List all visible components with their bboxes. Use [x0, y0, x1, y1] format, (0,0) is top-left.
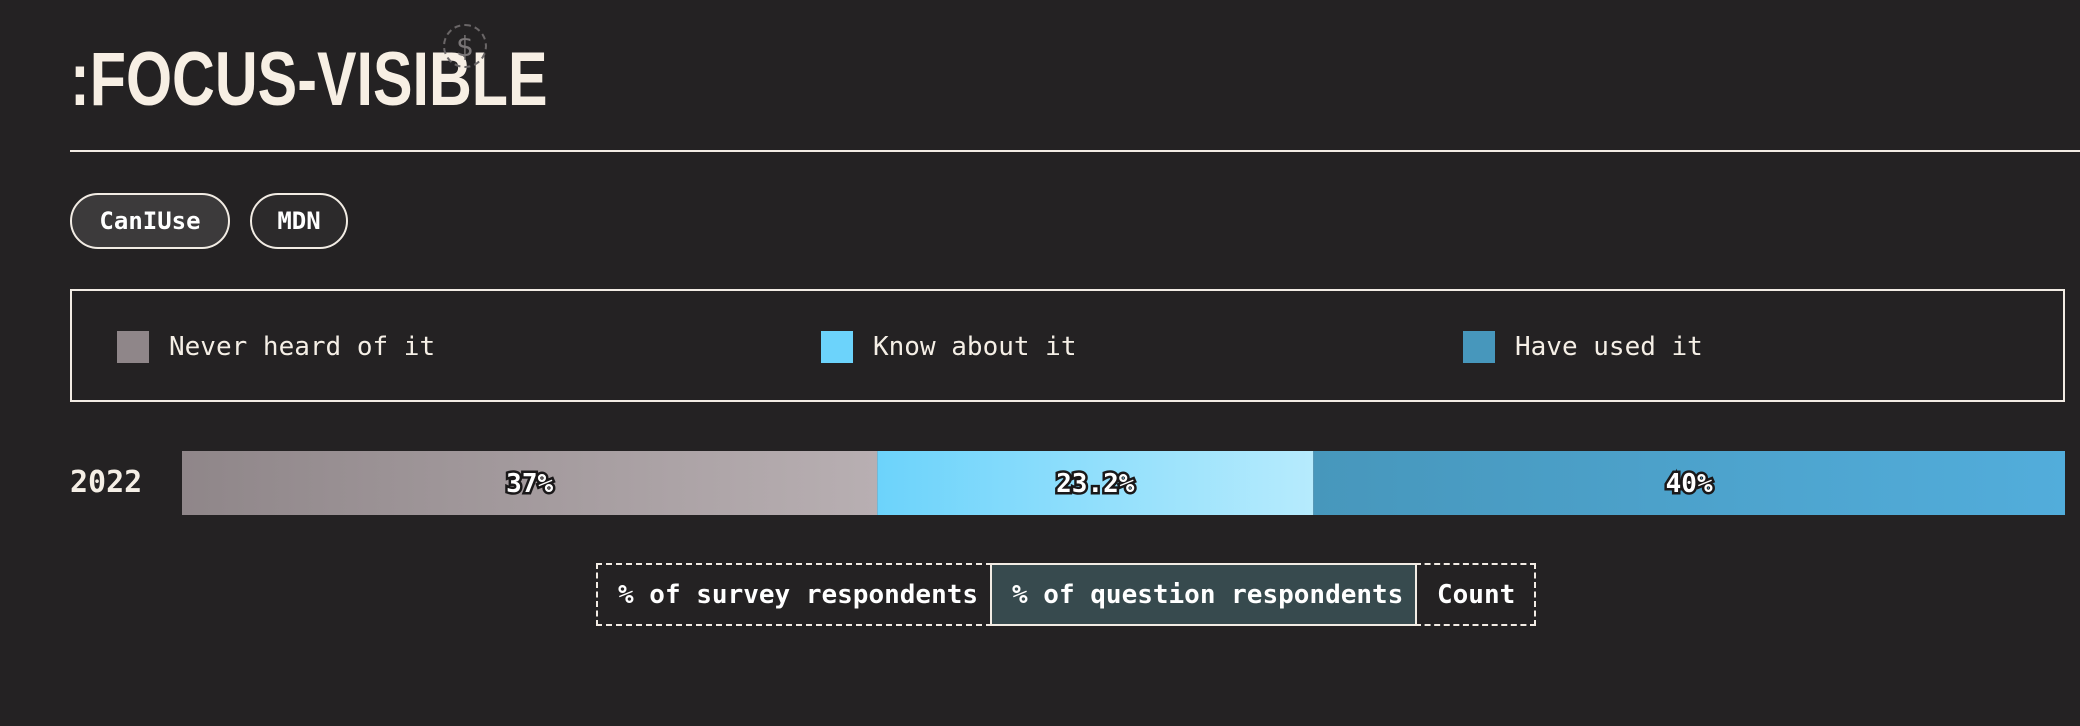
caniuse-link-button[interactable]: CanIUse [70, 193, 230, 249]
year-label: 2022 [70, 465, 143, 500]
legend-label: Have used it [1515, 332, 1703, 362]
legend-swatch [821, 331, 853, 363]
bar-value-label: 40% [1666, 469, 1713, 499]
title-row: :FOCUS-VISIBLE [70, 34, 682, 126]
legend-label: Never heard of it [169, 332, 436, 362]
count-toggle[interactable]: Count [1415, 563, 1536, 626]
mdn-link-button[interactable]: MDN [250, 193, 348, 249]
survey-respondents-toggle[interactable]: % of survey respondents [596, 563, 992, 626]
legend-item-know-about[interactable]: Know about it [821, 331, 1077, 363]
bar-value-label: 37% [506, 469, 553, 499]
bar-segment-never-heard[interactable] [182, 451, 878, 515]
unit-toggle-group: % of survey respondents % of question re… [596, 563, 1536, 626]
stacked-bar-chart: 37% 23.2% 40% [182, 451, 2065, 515]
title-divider [70, 150, 2080, 152]
question-respondents-toggle[interactable]: % of question respondents [990, 563, 1417, 626]
legend-label: Know about it [873, 332, 1077, 362]
legend-swatch [1463, 331, 1495, 363]
legend-item-never-heard[interactable]: Never heard of it [117, 331, 435, 363]
legend-swatch [117, 331, 149, 363]
bar-segment-know-about[interactable] [877, 451, 1314, 515]
legend-item-have-used[interactable]: Have used it [1463, 331, 1703, 363]
bar-value-label: 23.2% [1056, 469, 1135, 499]
chart-legend: Never heard of it Know about it Have use… [70, 289, 2065, 402]
bar-segment-have-used[interactable] [1313, 451, 2065, 515]
dollar-icon[interactable]: $ [443, 24, 487, 68]
